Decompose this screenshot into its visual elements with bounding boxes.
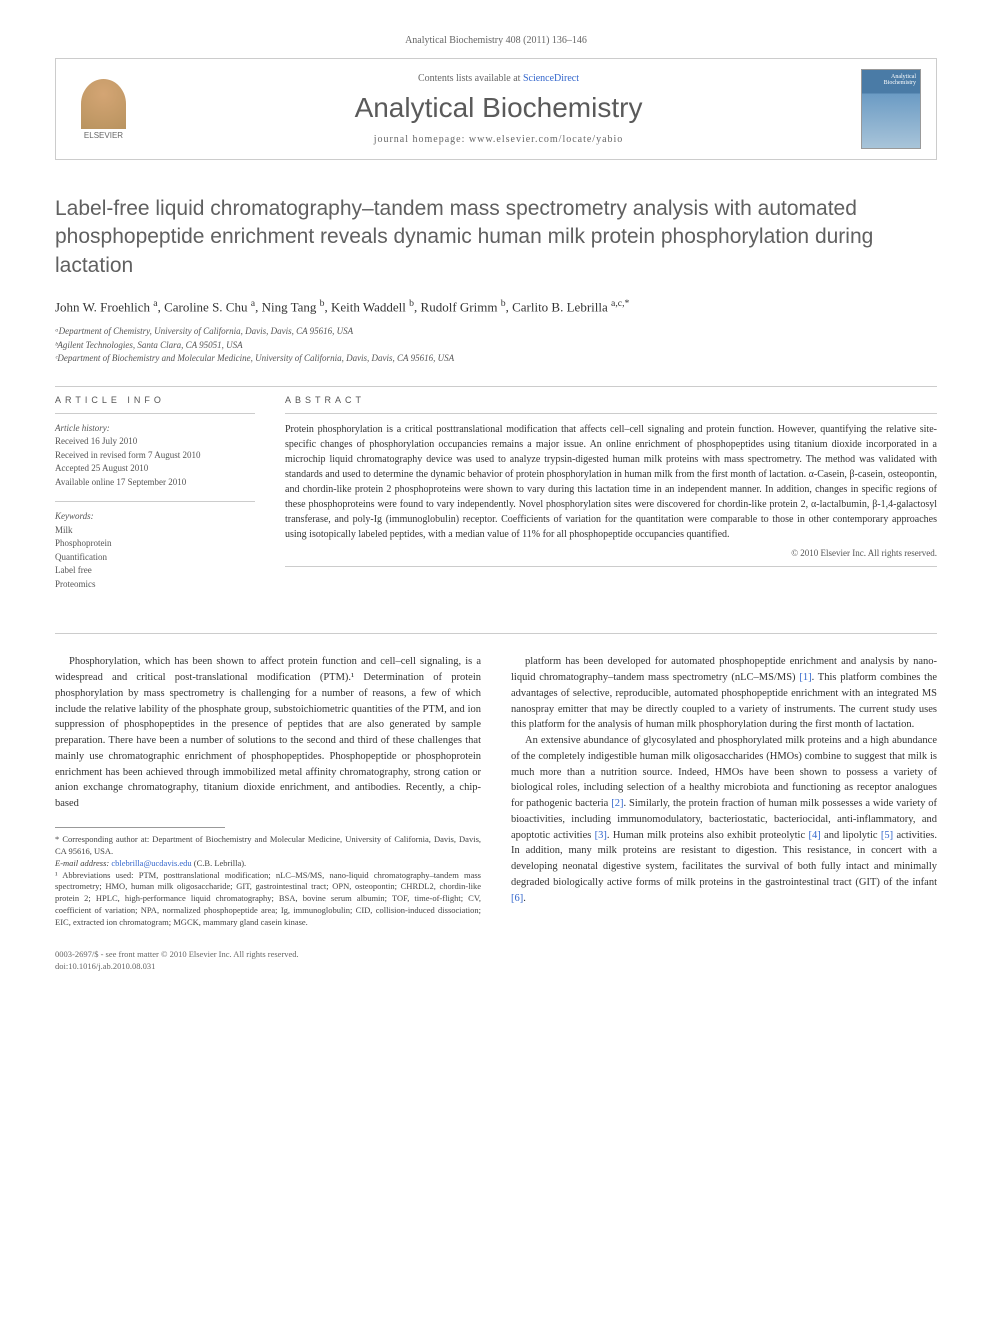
divider	[55, 633, 937, 634]
email-line: E-mail address: cblebrilla@ucdavis.edu (…	[55, 858, 481, 870]
divider	[55, 386, 937, 387]
footer-line1: 0003-2697/$ - see front matter © 2010 El…	[55, 949, 481, 961]
publisher-name: ELSEVIER	[84, 131, 123, 140]
body-paragraph: Phosphorylation, which has been shown to…	[55, 654, 481, 812]
keywords-title: Keywords:	[55, 510, 255, 524]
ref-link[interactable]: [6]	[511, 893, 523, 904]
body-column-left: Phosphorylation, which has been shown to…	[55, 654, 481, 972]
abstract-text: Protein phosphorylation is a critical po…	[285, 422, 937, 542]
email-label: E-mail address:	[55, 858, 111, 868]
email-link[interactable]: cblebrilla@ucdavis.edu	[111, 858, 191, 868]
ref-link[interactable]: [5]	[881, 830, 893, 841]
article-title: Label-free liquid chromatography–tandem …	[55, 195, 937, 280]
ref-link[interactable]: [3]	[595, 830, 607, 841]
abstract-column: ABSTRACT Protein phosphorylation is a cr…	[285, 395, 937, 604]
footnote-divider	[55, 827, 225, 828]
history-title: Article history:	[55, 422, 255, 436]
email-suffix: (C.B. Lebrilla).	[192, 858, 247, 868]
ref-link[interactable]: [4]	[808, 830, 820, 841]
affiliations: ᵃDepartment of Chemistry, University of …	[55, 325, 937, 366]
history-revised: Received in revised form 7 August 2010	[55, 449, 255, 463]
keywords-block: Keywords: Milk Phosphoprotein Quantifica…	[55, 510, 255, 591]
keyword: Proteomics	[55, 578, 255, 592]
body-paragraph: An extensive abundance of glycosylated a…	[511, 733, 937, 906]
journal-cover-thumbnail: Analytical Biochemistry	[861, 69, 921, 149]
affiliation-a: ᵃDepartment of Chemistry, University of …	[55, 325, 937, 339]
cover-label: Analytical Biochemistry	[862, 74, 916, 86]
journal-reference: Analytical Biochemistry 408 (2011) 136–1…	[55, 35, 937, 46]
elsevier-logo: ELSEVIER	[71, 72, 136, 147]
divider	[55, 413, 255, 414]
history-online: Available online 17 September 2010	[55, 476, 255, 490]
body-column-right: platform has been developed for automate…	[511, 654, 937, 972]
body-two-column: Phosphorylation, which has been shown to…	[55, 654, 937, 972]
article-info-sidebar: ARTICLE INFO Article history: Received 1…	[55, 395, 255, 604]
elsevier-tree-icon	[81, 79, 126, 129]
abstract-heading: ABSTRACT	[285, 395, 937, 405]
affiliation-b: ᵇAgilent Technologies, Santa Clara, CA 9…	[55, 339, 937, 353]
keyword: Phosphoprotein	[55, 537, 255, 551]
keyword: Quantification	[55, 551, 255, 565]
divider	[285, 566, 937, 567]
journal-header: ELSEVIER Contents lists available at Sci…	[55, 58, 937, 160]
history-received: Received 16 July 2010	[55, 435, 255, 449]
divider	[285, 413, 937, 414]
keyword: Milk	[55, 524, 255, 538]
abstract-copyright: © 2010 Elsevier Inc. All rights reserved…	[285, 548, 937, 558]
ref-link[interactable]: [1]	[799, 672, 811, 683]
authors-list: John W. Froehlich a, Caroline S. Chu a, …	[55, 298, 937, 315]
footer-copyright: 0003-2697/$ - see front matter © 2010 El…	[55, 949, 481, 973]
contents-available: Contents lists available at ScienceDirec…	[136, 73, 861, 84]
article-info-heading: ARTICLE INFO	[55, 395, 255, 405]
history-accepted: Accepted 25 August 2010	[55, 462, 255, 476]
contents-prefix: Contents lists available at	[418, 73, 523, 84]
footer-doi: doi:10.1016/j.ab.2010.08.031	[55, 961, 481, 973]
body-paragraph: platform has been developed for automate…	[511, 654, 937, 733]
divider	[55, 501, 255, 502]
abbreviations-note: ¹ Abbreviations used: PTM, posttranslati…	[55, 870, 481, 929]
article-history: Article history: Received 16 July 2010 R…	[55, 422, 255, 490]
ref-link[interactable]: [2]	[611, 798, 623, 809]
footnotes: * Corresponding author at: Department of…	[55, 834, 481, 929]
corresponding-author-note: * Corresponding author at: Department of…	[55, 834, 481, 858]
keyword: Label free	[55, 564, 255, 578]
journal-homepage[interactable]: journal homepage: www.elsevier.com/locat…	[136, 134, 861, 145]
journal-title: Analytical Biochemistry	[136, 92, 861, 124]
affiliation-c: ᶜDepartment of Biochemistry and Molecula…	[55, 352, 937, 366]
sciencedirect-link[interactable]: ScienceDirect	[523, 73, 579, 84]
